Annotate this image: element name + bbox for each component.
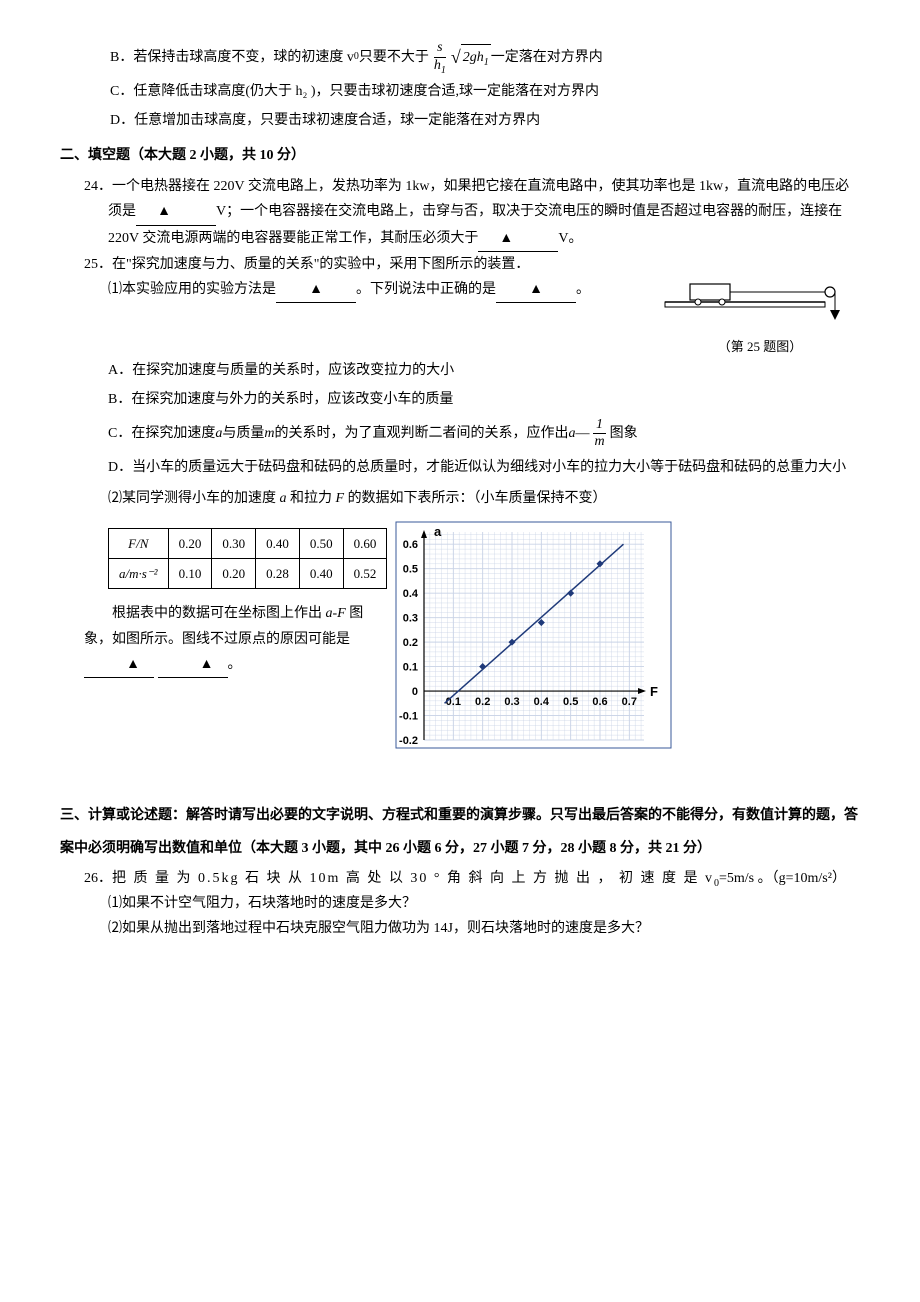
formula-fraction: s h1 <box>431 40 449 75</box>
svg-text:F: F <box>650 684 658 699</box>
q24-blank2: ▲ <box>478 226 558 252</box>
q25-number: 25． <box>84 257 112 272</box>
table-row: a/m·s⁻² 0.10 0.20 0.28 0.40 0.52 <box>109 559 387 589</box>
q25-blank1: ▲ <box>276 277 356 303</box>
question-25: 25．在"探究加速度与力、质量的关系"的实验中，采用下图所示的装置． ⑴本实验应… <box>60 252 860 359</box>
table-header: a/m·s⁻² <box>109 559 169 589</box>
q25-part2: ⑵某同学测得小车的加速度 a 和拉力 F 的数据如下表所示：（小车质量保持不变） <box>108 486 860 511</box>
svg-text:-0.2: -0.2 <box>399 735 418 747</box>
option-b: B．若保持击球高度不变，球的初速度 v0 只要不大于 s h1 √2gh1 一定… <box>110 40 860 75</box>
svg-text:0.4: 0.4 <box>534 696 550 708</box>
svg-text:0.1: 0.1 <box>403 661 418 673</box>
q26-number: 26． <box>84 871 112 886</box>
svg-text:0.6: 0.6 <box>403 539 418 551</box>
svg-text:0: 0 <box>412 686 418 698</box>
q26-sub1: ⑴如果不计空气阻力，石块落地时的速度是多大？ <box>108 891 860 916</box>
svg-text:0.1: 0.1 <box>446 696 461 708</box>
q26-sub2: ⑵如果从抛出到落地过程中石块克服空气阻力做功为 14J，则石块落地时的速度是多大… <box>108 916 860 941</box>
q25-option-a: A．在探究加速度与质量的关系时，应该改变拉力的大小 <box>108 358 860 383</box>
q25-blank2: ▲ <box>496 277 576 303</box>
q25-apparatus-diagram: （第 25 题图） <box>660 252 860 359</box>
q25-blank4: ▲ <box>158 652 228 678</box>
q25-p1b: 。下列说法中正确的是 <box>356 282 496 297</box>
svg-text:0.2: 0.2 <box>475 696 490 708</box>
svg-text:0.3: 0.3 <box>403 612 418 624</box>
svg-text:0.3: 0.3 <box>504 696 519 708</box>
q24-number: 24． <box>84 179 112 194</box>
question-24: 24．一个电热器接在 220V 交流电路上，发热功率为 1kw，如果把它接在直流… <box>84 174 860 252</box>
option-d: D．任意增加击球高度，只要击球初速度合适，球一定能落在对方界内 <box>110 108 860 133</box>
q25-p1c: 。 <box>576 282 590 297</box>
q24-blank1: ▲ <box>136 199 216 225</box>
frac-denominator: h1 <box>431 58 449 75</box>
q25-p1a: ⑴本实验应用的实验方法是 <box>108 282 276 297</box>
q24-text3: V。 <box>558 231 582 246</box>
q25-option-b: B．在探究加速度与外力的关系时，应该改变小车的质量 <box>108 387 860 412</box>
q25-data-table: F/N 0.20 0.30 0.40 0.50 0.60 a/m·s⁻² 0.1… <box>108 528 387 590</box>
svg-text:-0.1: -0.1 <box>399 710 418 722</box>
table-row: F/N 0.20 0.30 0.40 0.50 0.60 <box>109 528 387 558</box>
option-b-suffix: 一定落在对方界内 <box>491 45 603 70</box>
q25-data-section: F/N 0.20 0.30 0.40 0.50 0.60 a/m·s⁻² 0.1… <box>60 520 860 779</box>
table-header: F/N <box>109 528 169 558</box>
option-b-prefix: B．若保持击球高度不变，球的初速度 v <box>110 45 354 70</box>
svg-text:0.6: 0.6 <box>592 696 607 708</box>
svg-text:0.7: 0.7 <box>622 696 637 708</box>
q25-option-d: D．当小车的质量远大于砝码盘和砝码的总质量时，才能近似认为细线对小车的拉力大小等… <box>108 455 860 480</box>
svg-text:0.5: 0.5 <box>403 563 418 575</box>
option-b-mid: 只要不大于 <box>359 45 429 70</box>
frac-numerator: s <box>434 40 445 58</box>
section-3-header: 三、计算或论述题：解答时请写出必要的文字说明、方程式和重要的演算步骤。只写出最后… <box>60 799 860 866</box>
q25-blank3: ▲ <box>84 652 154 678</box>
q25-frac: 1 m <box>591 417 607 452</box>
q26-text1: 把 质 量 为 0.5kg 石 块 从 10m 高 处 以 30 ° 角 斜 向… <box>112 871 714 886</box>
q25-option-c: C．在探究加速度 a 与质量 m 的关系时，为了直观判断二者间的关系，应作出 a… <box>108 417 860 452</box>
option-c: C．任意降低击球高度(仍大于 h₂ )，只要击球初速度合适,球一定能落在对方界内 <box>110 79 860 104</box>
svg-text:a: a <box>434 524 442 539</box>
sqrt-formula: √2gh1 <box>451 41 491 73</box>
a-f-chart: -0.2 -0.1 0 0.1 0.2 0.3 0.4 0.5 0.6 0.1 0.2 0.3 0.4 0… <box>384 520 684 770</box>
svg-text:0.2: 0.2 <box>403 637 418 649</box>
section-2-header: 二、填空题（本大题 2 小题，共 10 分） <box>60 143 860 168</box>
svg-text:0.4: 0.4 <box>403 588 419 600</box>
q25-diagram-caption: （第 25 题图） <box>660 335 860 358</box>
question-26: 26．把 质 量 为 0.5kg 石 块 从 10m 高 处 以 30 ° 角 … <box>84 866 860 891</box>
svg-text:0.5: 0.5 <box>563 696 578 708</box>
q24-text2: V；一个电容器接在交流电路上，击穿与否，取决于交流电压的瞬时值是否超过电容器的耐… <box>108 204 842 245</box>
q25-intro: 在"探究加速度与力、质量的关系"的实验中，采用下图所示的装置． <box>112 257 529 272</box>
